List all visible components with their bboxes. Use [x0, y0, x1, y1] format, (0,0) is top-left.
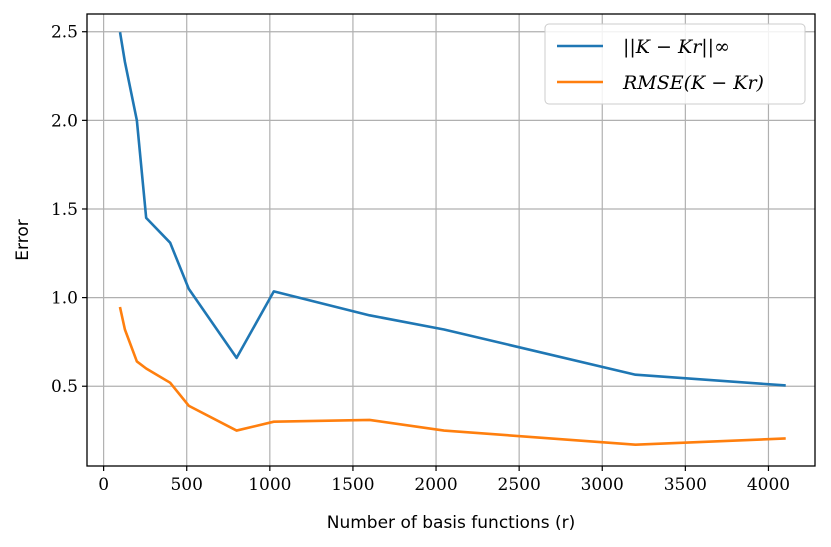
- legend-label-1: ||K − Kr||∞: [623, 36, 730, 58]
- series-line-2: [118, 306, 786, 447]
- legend: ||K − Kr||∞ RMSE(K − Kr): [544, 23, 806, 105]
- legend-box: [544, 23, 806, 105]
- plot-frame: [86, 13, 816, 467]
- y-tick-label: 1.5: [51, 200, 78, 220]
- x-tick-label: 4000: [747, 475, 790, 495]
- y-tick-label: 1.0: [51, 289, 78, 309]
- x-tick-label: 3500: [664, 475, 707, 495]
- y-tick-label: 0.5: [51, 377, 78, 397]
- x-tick-label: 500: [170, 475, 202, 495]
- y-tick-label: 2.5: [51, 23, 78, 43]
- legend-label-2: RMSE(K − Kr): [622, 72, 764, 94]
- series-line-1: [118, 32, 786, 387]
- x-tick-label: 2500: [498, 475, 541, 495]
- x-tick-label: 0: [98, 475, 109, 495]
- ticks: 0 500 1000 1500 2000 2500 3000 3500 4000 0.5 1.0 1.…: [51, 23, 790, 495]
- x-tick-label: 2000: [414, 475, 457, 495]
- x-axis-label: Number of basis functions (r): [327, 513, 576, 533]
- x-tick-label: 1000: [248, 475, 291, 495]
- y-tick-label: 2.0: [51, 111, 78, 131]
- x-tick-label: 1500: [331, 475, 374, 495]
- y-axis-label: Error: [13, 219, 33, 260]
- series-layer: [118, 32, 786, 447]
- x-tick-label: 3000: [581, 475, 624, 495]
